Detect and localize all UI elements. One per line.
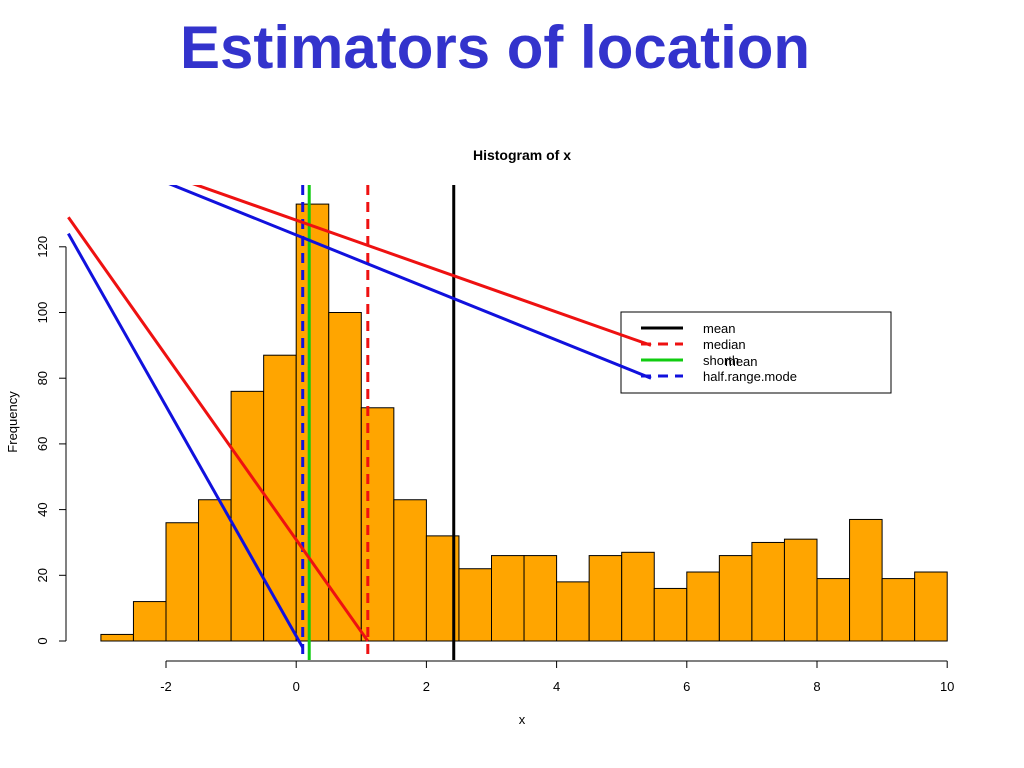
histogram-bar [588, 555, 623, 642]
x-tick-label: -2 [160, 679, 172, 694]
histogram-bar [751, 541, 785, 642]
histogram-bar [263, 354, 297, 642]
histogram-bar [132, 601, 167, 642]
x-tick-label: 10 [940, 679, 954, 694]
x-tick-label: 2 [423, 679, 430, 694]
legend-box [620, 311, 892, 394]
histogram-bar [100, 633, 134, 642]
histogram-bar [491, 555, 525, 642]
slide-title: Estimators of location [179, 14, 811, 81]
histogram-bar [556, 581, 590, 642]
y-tick-label: 40 [35, 502, 50, 516]
legend-overprint-label: mean [725, 354, 758, 369]
x-tick-label: 6 [683, 679, 690, 694]
histogram-bar [849, 518, 883, 642]
pointer-line [67, 232, 305, 649]
histogram-bar [393, 499, 427, 642]
histogram-bar [360, 407, 395, 642]
x-axis-label: x [519, 712, 526, 727]
y-tick-label: 60 [35, 437, 50, 451]
y-tick-label: 100 [35, 302, 50, 324]
histogram-bar [914, 571, 948, 642]
pointer-line [192, 185, 652, 347]
legend-label: half.range.mode [703, 369, 797, 384]
histogram-bar [295, 203, 330, 642]
chart-title: Histogram of x [473, 147, 571, 163]
histogram-bar [621, 551, 655, 642]
pointer-lines [67, 185, 652, 649]
y-tick-label: 20 [35, 568, 50, 582]
legend-label: mean [703, 321, 736, 336]
histogram-bar [328, 312, 362, 642]
histogram-bar [686, 571, 720, 642]
x-tick-label: 8 [813, 679, 820, 694]
y-axis-label: Frequency [5, 391, 20, 453]
histogram-bar [198, 499, 232, 642]
histogram-bar [783, 538, 818, 642]
histogram-bar [881, 578, 916, 642]
estimator-lines [301, 185, 456, 660]
pointer-line [67, 216, 370, 642]
histogram-bars [100, 203, 948, 642]
histogram-bar [523, 555, 558, 642]
legend-label: median [703, 337, 746, 352]
x-tick-label: 0 [293, 679, 300, 694]
histogram-bar [458, 568, 493, 642]
y-tick-label: 80 [35, 371, 50, 385]
histogram-bar [165, 522, 200, 642]
x-tick-label: 4 [553, 679, 560, 694]
y-tick-label: 120 [35, 236, 50, 258]
histogram-bar [718, 555, 753, 642]
histogram-bar [816, 578, 851, 642]
legend-label: shorth [703, 353, 739, 368]
histogram-bar [653, 587, 688, 642]
histogram-bar [230, 390, 265, 642]
pointer-line [168, 185, 652, 380]
y-tick-label: 0 [35, 637, 50, 644]
